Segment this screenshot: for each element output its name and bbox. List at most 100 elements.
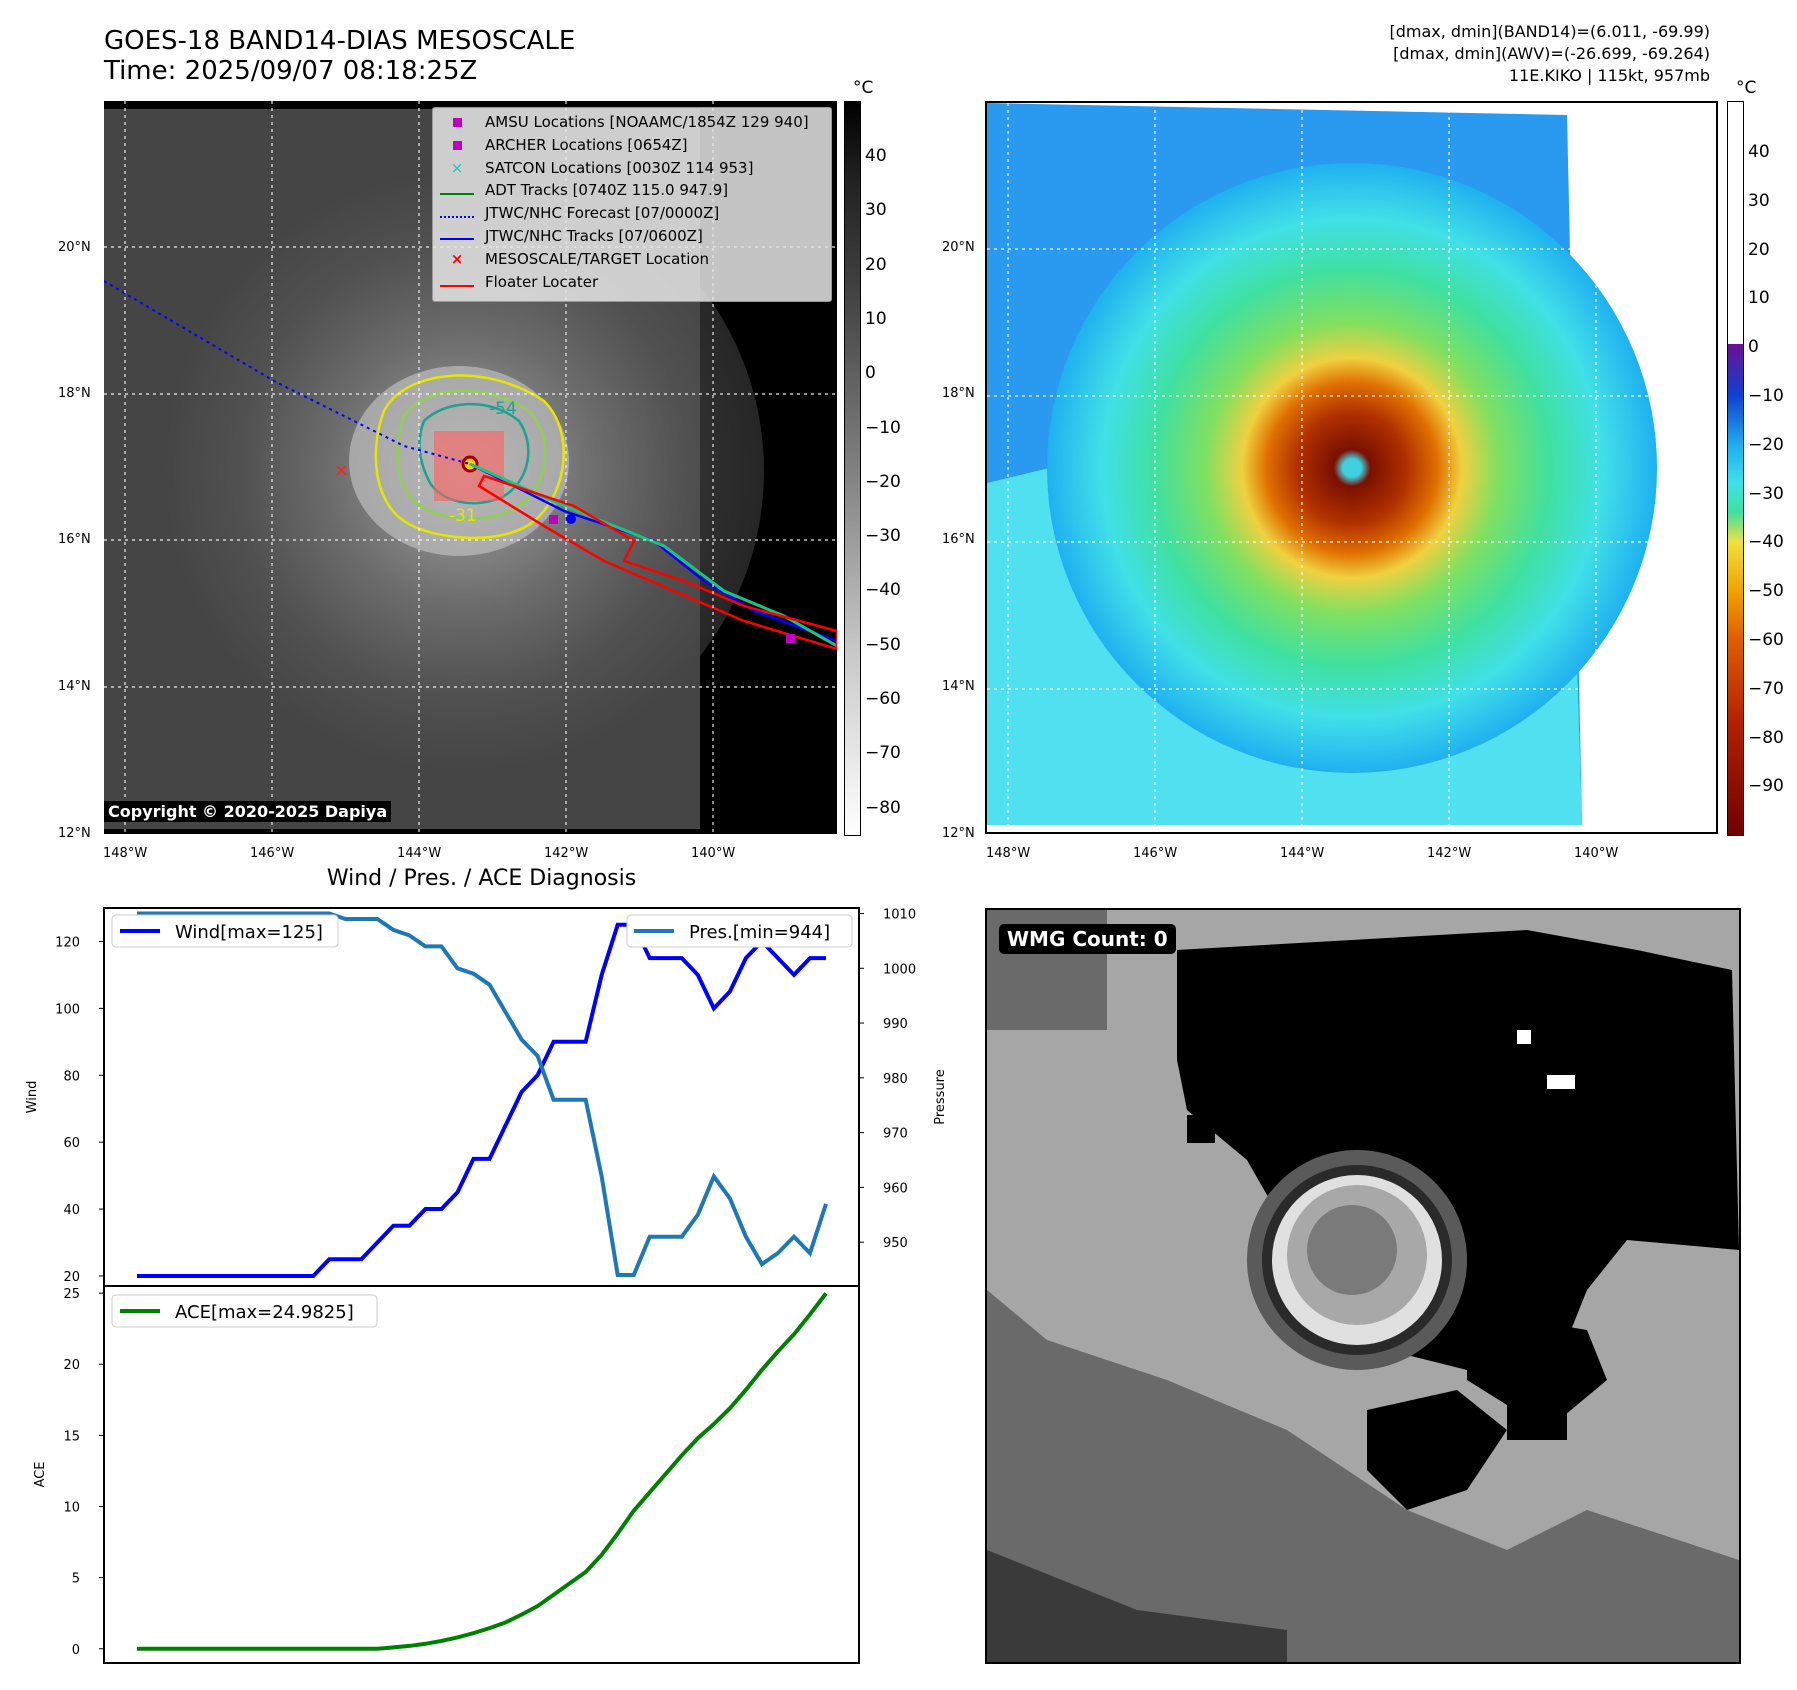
info-line2: [dmax, dmin](AWV)=(-26.699, -69.264) <box>1393 44 1710 63</box>
wind-y-tick-label: 20 <box>63 1270 80 1285</box>
ace-y-tick-label: 5 <box>72 1572 80 1587</box>
colorbar-tick-label: 40 <box>865 146 887 166</box>
legend-symbol-icon <box>439 134 475 157</box>
rlon-label-148: 148°W <box>986 846 1031 861</box>
legend-symbol-icon <box>439 179 475 202</box>
target-marker: × <box>334 460 349 481</box>
diagnosis-chart: 20 40 60 80 100 120 950 960 970 980 990 1000 1010 0 5 1… <box>0 900 960 1680</box>
wmg-panel: WMG Count: 0 <box>985 908 1741 1664</box>
wind-axis-label: Wind <box>25 1081 40 1114</box>
legend-symbol-icon <box>439 111 475 134</box>
lat-label-14: 14°N <box>58 679 91 694</box>
legend-label: ARCHER Locations [0654Z] <box>485 135 688 154</box>
colorbar-tick-label: 10 <box>865 308 887 329</box>
legend-entry: JTWC/NHC Tracks [07/0600Z] <box>433 225 831 248</box>
color-colorbar <box>1727 101 1744 836</box>
rlat-label-20: 20°N <box>942 240 975 255</box>
colorbar-tick-label: 30 <box>865 200 887 221</box>
wind-y-tick-label: 80 <box>63 1069 80 1084</box>
pressure-y-tick-label: 1010 <box>883 907 916 922</box>
legend-symbol-icon <box>439 202 475 225</box>
colorbar-tick-label: −20 <box>1748 434 1784 455</box>
colorbar-tick-label: −80 <box>865 797 901 818</box>
legend-entry: ARCHER Locations [0654Z] <box>433 134 831 157</box>
colorbar-tick-label: −10 <box>865 417 901 438</box>
ace-legend-label: ACE[max=24.9825] <box>175 1302 354 1323</box>
colorbar-tick-label: −90 <box>1748 776 1784 797</box>
pressure-legend-label: Pres.[min=944] <box>689 922 830 943</box>
legend-symbol-icon <box>439 271 475 294</box>
legend-entry: × MESOSCALE/TARGET Location <box>433 248 831 271</box>
colorbar-tick-label: −80 <box>1748 727 1784 748</box>
title-line1: GOES-18 BAND14-DIAS MESOSCALE <box>104 26 576 56</box>
gray-colorbar-unit: °C <box>853 78 874 98</box>
pressure-series-line <box>137 911 828 1278</box>
colorbar-tick-label: 40 <box>1748 142 1770 162</box>
rlon-label-142: 142°W <box>1427 846 1472 861</box>
rlat-label-16: 16°N <box>942 532 975 547</box>
pressure-y-tick-label: 980 <box>883 1072 908 1087</box>
ace-y-tick-label: 10 <box>63 1501 80 1516</box>
ace-y-tick-label: 15 <box>63 1429 80 1444</box>
title-line2: Time: 2025/09/07 08:18:25Z <box>104 56 478 86</box>
lon-label-144: 144°W <box>397 846 442 861</box>
colorbar-tick-label: −60 <box>1748 630 1784 650</box>
lon-label-148: 148°W <box>103 846 148 861</box>
rlon-label-140: 140°W <box>1574 846 1619 861</box>
color-colorbar-unit: °C <box>1736 78 1757 98</box>
legend-symbol-icon: × <box>450 249 464 268</box>
legend-label: MESOSCALE/TARGET Location <box>485 249 710 268</box>
wind-series-line <box>137 922 826 1278</box>
colorbar-tick-label: 0 <box>1748 337 1759 358</box>
wmg-svg <box>987 910 1739 1662</box>
pressure-y-tick-label: 990 <box>883 1017 908 1032</box>
legend-entry: AMSU Locations [NOAAMC/1854Z 129 940] <box>433 111 831 134</box>
diagnosis-title: Wind / Pres. / ACE Diagnosis <box>326 866 637 891</box>
ace-y-tick-label: 25 <box>63 1287 80 1302</box>
contour-label-54: -54 <box>489 399 517 419</box>
color-map-panel <box>985 101 1718 834</box>
rlat-label-12: 12°N <box>942 826 975 841</box>
colorbar-tick-label: −30 <box>865 526 901 547</box>
color-map-svg <box>987 103 1716 832</box>
colorbar-tick-label: −40 <box>1748 532 1784 553</box>
rlat-label-14: 14°N <box>942 679 975 694</box>
legend-entry: Floater Locater <box>433 271 831 294</box>
pressure-y-tick-label: 970 <box>883 1127 908 1142</box>
pressure-y-tick-label: 960 <box>883 1181 908 1196</box>
info-line3: 11E.KIKO | 115kt, 957mb <box>1508 66 1710 85</box>
legend-label: AMSU Locations [NOAAMC/1854Z 129 940] <box>485 113 809 131</box>
colorbar-tick-label: −60 <box>865 689 901 709</box>
lat-label-18: 18°N <box>58 386 91 401</box>
gray-colorbar <box>844 101 861 836</box>
legend-entry: ADT Tracks [0740Z 115.0 947.9] <box>433 179 831 202</box>
wind-chart-frame <box>103 907 860 1287</box>
legend-label: JTWC/NHC Tracks [07/0600Z] <box>485 226 703 245</box>
wind-y-tick-label: 120 <box>55 935 80 950</box>
pressure-y-tick-label: 950 <box>883 1236 908 1251</box>
lon-label-142: 142°W <box>544 846 589 861</box>
ir-map-panel: -54 -31 × AMSU Locations [NOAAMC/1854Z 1… <box>104 101 837 834</box>
colorbar-tick-label: 20 <box>1748 239 1770 260</box>
diagnosis-svg: 20 40 60 80 100 120 950 960 970 980 990 1000 1010 0 5 1… <box>25 907 948 1664</box>
colorbar-tick-label: 30 <box>1748 190 1770 211</box>
colorbar-tick-label: −10 <box>1748 386 1784 406</box>
colorbar-tick-label: −70 <box>865 743 901 764</box>
lon-label-146: 146°W <box>250 846 295 861</box>
legend-label: JTWC/NHC Forecast [07/0000Z] <box>485 204 720 223</box>
pressure-y-tick-label: 1000 <box>883 962 916 977</box>
colorbar-tick-label: −70 <box>1748 678 1784 699</box>
lon-label-140: 140°W <box>691 846 736 861</box>
contour-label-31: -31 <box>449 506 477 526</box>
ace-y-tick-label: 20 <box>63 1358 80 1373</box>
pressure-legend-box <box>626 914 853 948</box>
ace-y-tick-label: 0 <box>72 1643 80 1658</box>
ace-axis-label: ACE <box>33 1462 48 1488</box>
info-line1: [dmax, dmin](BAND14)=(6.011, -69.99) <box>1389 22 1711 41</box>
colorbar-tick-label: −50 <box>1748 581 1784 602</box>
ace-legend-box <box>111 1294 378 1328</box>
colorbar-tick-label: −40 <box>865 580 901 601</box>
pressure-axis-label: Pressure <box>933 1069 948 1125</box>
colorbar-tick-label: 10 <box>1748 288 1770 309</box>
legend-symbol-icon: × <box>450 158 464 177</box>
